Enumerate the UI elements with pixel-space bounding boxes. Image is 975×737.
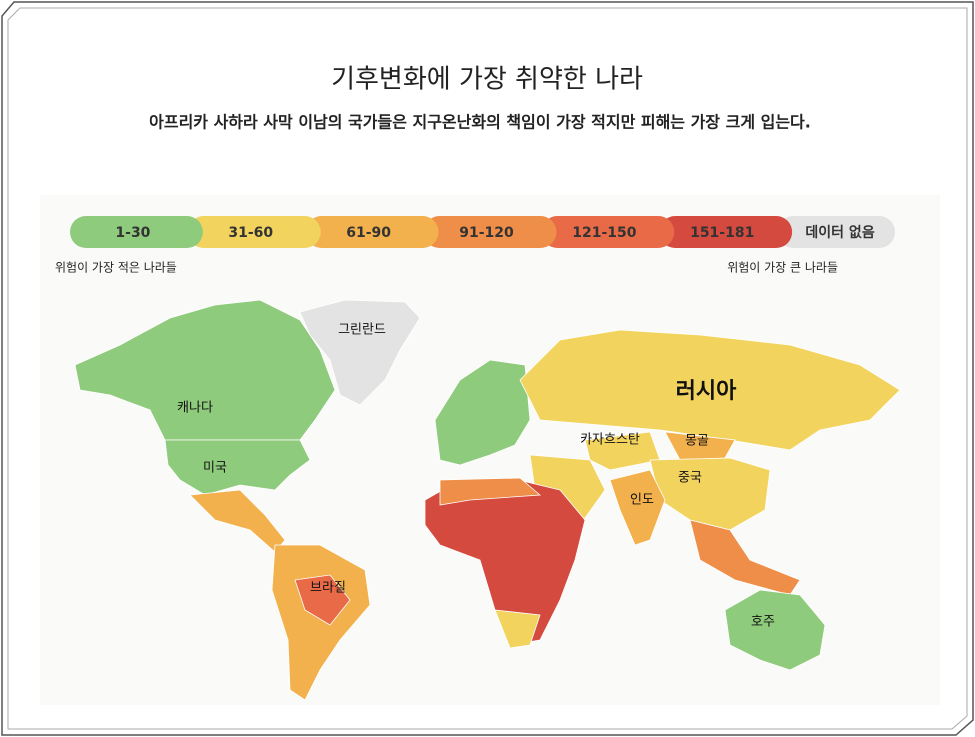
- country-label: 캐나다: [177, 401, 213, 416]
- region: [649, 457, 771, 531]
- legend-label: 데이터 없음: [805, 224, 874, 241]
- country-label: 카자흐스탄: [580, 433, 640, 448]
- country-label: 몽골: [685, 434, 709, 449]
- legend-label: 121-150: [572, 225, 637, 241]
- region: [294, 574, 351, 626]
- legend-label: 61-90: [346, 225, 391, 241]
- country-label: 미국: [203, 461, 227, 476]
- region: [584, 431, 661, 471]
- country-label: 브라질: [310, 581, 346, 596]
- legend-swatch: [423, 216, 557, 248]
- frame-inner: [7, 7, 968, 730]
- region: [519, 329, 901, 451]
- legend-swatch: [187, 216, 321, 248]
- country-label: 그린란드: [338, 323, 386, 338]
- region: [299, 299, 421, 406]
- legend-label: 91-120: [459, 225, 514, 241]
- region: [164, 439, 311, 496]
- subtitle: 아프리카 사하라 사막 이남의 국가들은 지구온난화의 책임이 가장 적지만 피…: [149, 113, 811, 132]
- legend-label: 1-30: [115, 225, 150, 241]
- title: 기후변화에 가장 취약한 나라: [331, 65, 643, 95]
- legend-label: 31-60: [228, 225, 273, 241]
- map: [74, 299, 901, 701]
- legend-swatch: [541, 216, 675, 248]
- country-label: 인도: [630, 493, 654, 508]
- legend-label: 151-181: [690, 225, 754, 241]
- legend-swatch: [305, 216, 439, 248]
- legend-caption: 위험이 가장 적은 나라들: [55, 261, 177, 275]
- region: [724, 589, 826, 671]
- region: [609, 469, 666, 546]
- legend-swatch: [777, 216, 895, 248]
- legend: 데이터 없음 151-181 121-150 91-120 61-90 31-60 1-30: [70, 216, 895, 248]
- region: [494, 609, 541, 649]
- region: [74, 299, 336, 441]
- legend-caption: 위험이 가장 큰 나라들: [727, 261, 838, 275]
- region: [439, 477, 542, 506]
- legend-swatch: [70, 216, 203, 248]
- legend-swatch: [659, 216, 793, 248]
- country-label: 호주: [751, 615, 775, 630]
- region: [434, 359, 531, 466]
- country-label: 중국: [678, 471, 702, 486]
- country-label: 러시아: [676, 379, 737, 404]
- region: [689, 519, 801, 596]
